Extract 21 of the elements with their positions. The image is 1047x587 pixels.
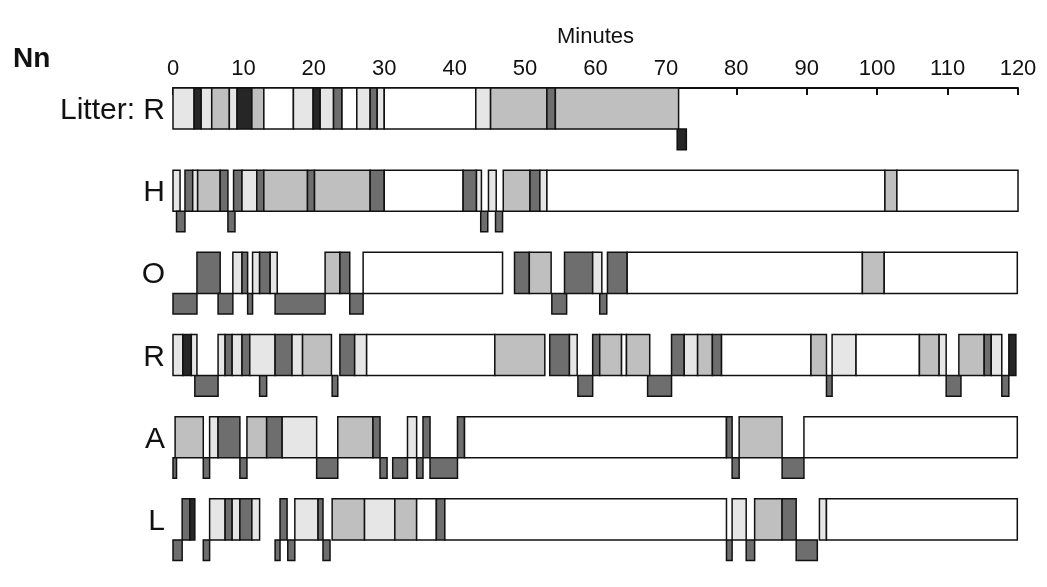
x-tick-label: 50 bbox=[512, 54, 538, 80]
x-tick-label: 110 bbox=[930, 54, 966, 80]
x-tick-label: 0 bbox=[166, 54, 180, 80]
x-axis-title: Minutes bbox=[556, 22, 635, 48]
x-tick-label: 90 bbox=[794, 54, 819, 80]
x-tick-label: 10 bbox=[231, 54, 256, 80]
y-tick-label: L bbox=[148, 502, 165, 536]
x-tick-label: 60 bbox=[583, 54, 608, 80]
y-tick-label: A bbox=[144, 420, 165, 454]
x-tick-label: 120 bbox=[999, 54, 1037, 80]
x-tick-label: 20 bbox=[301, 54, 327, 80]
x-tick-label: 70 bbox=[653, 54, 679, 80]
chart-title: Nn bbox=[13, 41, 51, 73]
x-tick-label: 80 bbox=[724, 54, 749, 80]
x-tick-label: 30 bbox=[372, 54, 397, 80]
y-tick-label: H bbox=[143, 174, 165, 208]
x-tick-label: 40 bbox=[442, 54, 467, 80]
x-tick-label: 100 bbox=[858, 54, 896, 80]
y-tick-label: R bbox=[143, 338, 165, 372]
y-tick-label: Litter: R bbox=[59, 92, 165, 126]
y-tick-label: O bbox=[141, 256, 165, 290]
